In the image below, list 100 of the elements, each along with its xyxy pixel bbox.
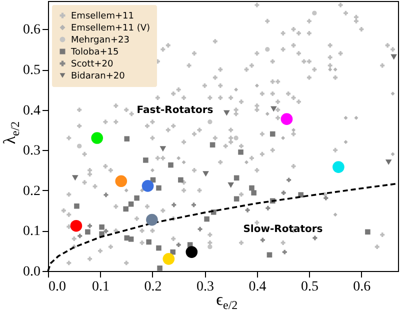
annotation: Slow-Rotators [243, 224, 323, 235]
y-axis-title: λe/2 [0, 121, 22, 144]
point [186, 246, 198, 258]
point [254, 84, 259, 88]
point [354, 116, 358, 120]
point [333, 68, 338, 72]
point [176, 156, 181, 160]
y-tick-label: 0.0 [23, 264, 40, 280]
point [208, 120, 212, 124]
point [99, 224, 104, 230]
point [385, 159, 392, 165]
point [312, 10, 317, 16]
point [208, 244, 212, 250]
point [104, 192, 108, 198]
point [146, 239, 152, 245]
point [328, 68, 332, 72]
point [234, 196, 240, 202]
point [270, 131, 276, 137]
point [249, 185, 254, 191]
point [292, 128, 296, 132]
legend-label: Emsellem+11 (V) [71, 24, 150, 34]
point [281, 190, 286, 196]
point [170, 249, 176, 255]
point [74, 203, 80, 209]
point [182, 160, 186, 164]
point [266, 206, 270, 210]
point [143, 158, 148, 163]
point [124, 188, 128, 192]
point [115, 175, 128, 188]
point [333, 212, 338, 217]
point [365, 229, 370, 235]
point [390, 152, 395, 156]
legend-label: Mehrgan+23 [71, 36, 130, 46]
point [160, 146, 166, 152]
point [198, 226, 202, 232]
point [228, 182, 234, 188]
y-tick-label: 0.3 [23, 144, 40, 159]
point [204, 216, 210, 222]
point [192, 202, 196, 208]
legend-label: Scott+20 [71, 60, 114, 70]
point [150, 168, 154, 172]
point [210, 142, 216, 148]
point [282, 250, 287, 254]
point [140, 188, 144, 192]
x-tick-label: 0.6 [353, 280, 371, 294]
x-tick-label: 0.1 [92, 280, 110, 294]
point [332, 161, 344, 173]
point [78, 234, 82, 238]
point [70, 220, 82, 232]
x-tick-label: 0.0 [48, 280, 66, 294]
point [234, 136, 238, 140]
x-tick-label: 0.5 [300, 280, 318, 294]
point [238, 149, 244, 155]
point [265, 112, 270, 116]
point [244, 160, 249, 164]
annotation: Fast-Rotators [136, 105, 214, 116]
y-tick-label: 0.4 [23, 103, 40, 118]
point [142, 180, 154, 192]
legend-label: Emsellem+11 [71, 12, 134, 22]
point [390, 54, 397, 60]
y-tick-label: 0.5 [23, 63, 40, 78]
point [202, 171, 209, 177]
point [172, 202, 176, 208]
point [281, 136, 286, 140]
point [265, 47, 270, 52]
point [85, 229, 90, 235]
x-tick-label: 0.4 [248, 280, 266, 294]
point [251, 190, 256, 196]
point [128, 201, 134, 207]
point [234, 88, 238, 92]
point [104, 228, 108, 234]
point [88, 224, 92, 228]
point [77, 144, 82, 148]
point [146, 214, 158, 226]
point [266, 252, 272, 258]
point [324, 196, 328, 200]
point [260, 238, 265, 242]
point [390, 92, 395, 96]
point [344, 116, 348, 120]
point [157, 266, 162, 271]
legend-label: Bidaran+20 [71, 72, 126, 82]
point [123, 206, 128, 212]
point [156, 245, 162, 251]
y-tick-label: 0.1 [23, 224, 40, 240]
point [286, 178, 292, 182]
point [72, 175, 78, 181]
point [134, 195, 140, 201]
y-tick-label: 0.6 [23, 22, 40, 38]
point [270, 106, 277, 112]
point [162, 253, 175, 265]
point [245, 208, 250, 212]
x-tick-label: 0.3 [196, 280, 214, 294]
point [280, 113, 293, 125]
point [312, 236, 318, 240]
point [168, 162, 174, 168]
point [91, 132, 104, 144]
x-tick-label: 0.2 [144, 280, 162, 294]
point [124, 136, 130, 142]
y-tick-label: 0.2 [23, 184, 40, 199]
legend-label: Toloba+15 [70, 48, 119, 58]
